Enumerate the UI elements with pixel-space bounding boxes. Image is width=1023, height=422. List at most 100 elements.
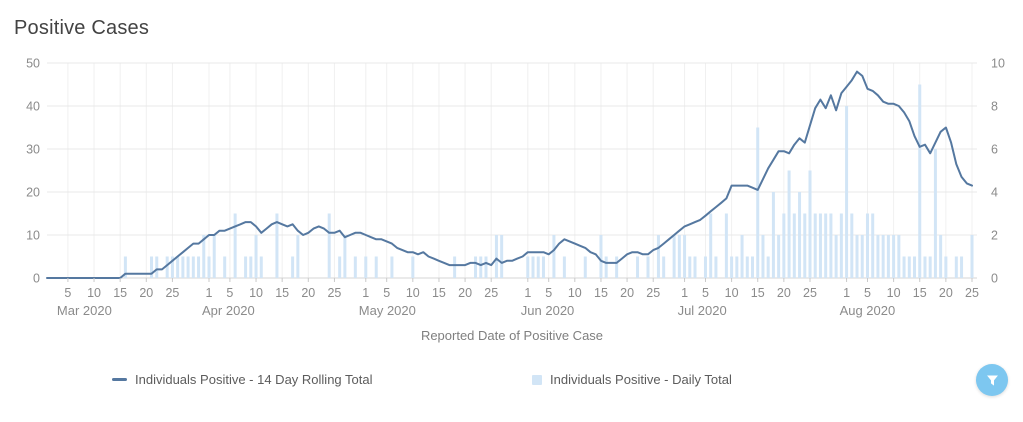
daily-total-bar[interactable] xyxy=(364,256,368,279)
daily-total-bar[interactable] xyxy=(479,256,483,279)
daily-total-bar[interactable] xyxy=(865,213,869,279)
daily-total-bar[interactable] xyxy=(677,235,681,278)
daily-total-bar[interactable] xyxy=(688,256,692,279)
daily-total-bar[interactable] xyxy=(186,256,190,279)
daily-total-bar[interactable] xyxy=(176,256,180,279)
daily-total-bar[interactable] xyxy=(944,256,948,279)
daily-total-bar[interactable] xyxy=(709,213,713,279)
daily-total-bar[interactable] xyxy=(296,235,300,278)
daily-total-bar[interactable] xyxy=(740,235,744,278)
daily-total-bar[interactable] xyxy=(928,256,932,279)
daily-total-bar[interactable] xyxy=(552,235,556,278)
daily-total-bar[interactable] xyxy=(275,213,279,279)
daily-total-bar[interactable] xyxy=(933,149,937,278)
daily-total-bar[interactable] xyxy=(223,256,227,279)
daily-total-bar[interactable] xyxy=(207,256,211,279)
daily-total-bar[interactable] xyxy=(834,235,838,278)
daily-total-bar[interactable] xyxy=(123,256,127,279)
daily-total-bar[interactable] xyxy=(636,256,640,279)
daily-total-bar[interactable] xyxy=(766,256,770,279)
daily-total-bar[interactable] xyxy=(777,235,781,278)
daily-total-bar[interactable] xyxy=(839,213,843,279)
daily-total-bar[interactable] xyxy=(390,256,394,279)
daily-total-bar[interactable] xyxy=(374,256,378,279)
daily-total-bar[interactable] xyxy=(343,235,347,278)
daily-total-bar[interactable] xyxy=(860,235,864,278)
daily-total-bar[interactable] xyxy=(327,213,331,279)
daily-total-bar[interactable] xyxy=(453,256,457,279)
daily-total-bar[interactable] xyxy=(756,127,760,279)
daily-total-bar[interactable] xyxy=(181,256,185,279)
daily-total-bar[interactable] xyxy=(845,106,849,278)
daily-total-bar[interactable] xyxy=(714,256,718,279)
daily-total-bar[interactable] xyxy=(291,256,295,279)
daily-total-bar[interactable] xyxy=(735,256,739,279)
daily-total-bar[interactable] xyxy=(244,256,248,279)
daily-total-bar[interactable] xyxy=(782,213,786,279)
daily-total-bar[interactable] xyxy=(202,235,206,278)
daily-total-bar[interactable] xyxy=(970,235,974,278)
daily-total-bar[interactable] xyxy=(855,235,859,278)
daily-total-bar[interactable] xyxy=(939,235,943,278)
daily-total-bar[interactable] xyxy=(254,235,258,278)
daily-total-bar[interactable] xyxy=(484,256,488,279)
daily-total-bar[interactable] xyxy=(960,256,964,279)
daily-total-bar[interactable] xyxy=(703,256,707,279)
daily-total-bar[interactable] xyxy=(500,235,504,278)
daily-total-bar[interactable] xyxy=(850,213,854,279)
daily-total-bar[interactable] xyxy=(745,256,749,279)
daily-total-bar[interactable] xyxy=(233,213,237,279)
daily-total-bar[interactable] xyxy=(818,213,822,279)
daily-total-bar[interactable] xyxy=(751,256,755,279)
daily-total-bar[interactable] xyxy=(907,256,911,279)
daily-total-bar[interactable] xyxy=(771,192,775,278)
daily-total-bar[interactable] xyxy=(541,256,545,279)
daily-total-bar[interactable] xyxy=(813,213,817,279)
daily-total-bar[interactable] xyxy=(902,256,906,279)
daily-total-bar[interactable] xyxy=(693,256,697,279)
daily-total-bar[interactable] xyxy=(892,235,896,278)
daily-total-bar[interactable] xyxy=(724,213,728,279)
daily-total-bar[interactable] xyxy=(494,235,498,278)
daily-total-bar[interactable] xyxy=(646,256,650,279)
daily-total-bar[interactable] xyxy=(259,256,263,279)
daily-total-bar[interactable] xyxy=(886,235,890,278)
daily-total-bar[interactable] xyxy=(197,256,201,279)
daily-total-bar[interactable] xyxy=(212,235,216,278)
daily-total-bar[interactable] xyxy=(615,256,619,279)
daily-total-bar[interactable] xyxy=(662,256,666,279)
daily-total-bar[interactable] xyxy=(531,256,535,279)
daily-total-bar[interactable] xyxy=(954,256,958,279)
daily-total-bar[interactable] xyxy=(683,235,687,278)
daily-total-bar[interactable] xyxy=(150,256,154,279)
daily-total-bar[interactable] xyxy=(871,213,875,279)
daily-total-bar[interactable] xyxy=(338,256,342,279)
daily-total-bar[interactable] xyxy=(249,256,253,279)
daily-total-bar[interactable] xyxy=(536,256,540,279)
daily-total-bar[interactable] xyxy=(792,213,796,279)
daily-total-bar[interactable] xyxy=(583,256,587,279)
daily-total-bar[interactable] xyxy=(526,256,530,279)
daily-total-bar[interactable] xyxy=(918,84,922,279)
daily-total-bar[interactable] xyxy=(155,256,159,279)
daily-total-bar[interactable] xyxy=(474,256,478,279)
daily-total-bar[interactable] xyxy=(913,256,917,279)
legend-item-rolling-total[interactable]: Individuals Positive - 14 Day Rolling To… xyxy=(112,372,373,387)
daily-total-bar[interactable] xyxy=(562,256,566,279)
daily-total-bar[interactable] xyxy=(824,213,828,279)
daily-total-bar[interactable] xyxy=(191,256,195,279)
legend-item-daily-total[interactable]: Individuals Positive - Daily Total xyxy=(532,372,732,387)
daily-total-bar[interactable] xyxy=(829,213,833,279)
daily-total-bar[interactable] xyxy=(808,170,812,279)
daily-total-bar[interactable] xyxy=(761,235,765,278)
daily-total-bar[interactable] xyxy=(787,170,791,279)
daily-total-bar[interactable] xyxy=(353,256,357,279)
daily-total-bar[interactable] xyxy=(411,256,415,279)
daily-total-bar[interactable] xyxy=(923,256,927,279)
daily-total-bar[interactable] xyxy=(798,192,802,278)
daily-total-bar[interactable] xyxy=(599,235,603,278)
daily-total-bars[interactable] xyxy=(123,84,974,279)
rolling-total-line[interactable] xyxy=(46,70,973,279)
daily-total-bar[interactable] xyxy=(656,235,660,278)
filter-button[interactable] xyxy=(976,364,1008,396)
